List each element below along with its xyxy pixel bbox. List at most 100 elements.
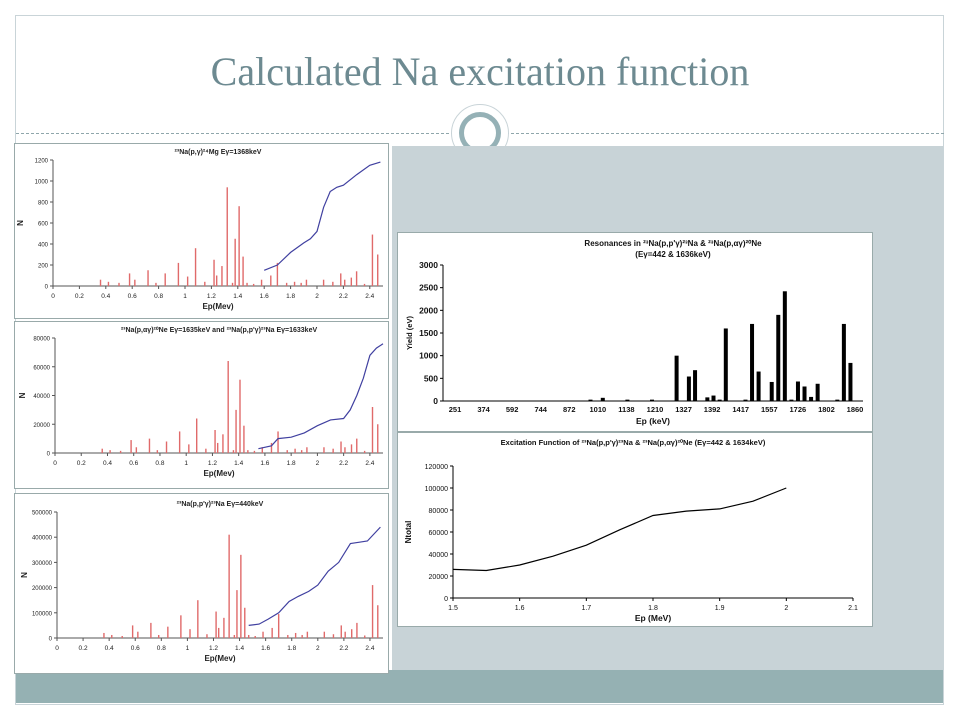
x-tick-label: 0.6 (129, 460, 138, 467)
y-tick-label: 1500 (419, 328, 438, 338)
bar (769, 381, 774, 401)
x-tick-label: 1417 (732, 405, 749, 414)
y-tick-label: 1200 (35, 159, 49, 165)
bar (711, 395, 716, 401)
chart-resonances: Resonances in ²³Na(p,p'γ)²³Na & ²³Na(p,α… (397, 232, 873, 432)
x-tick-label: 0.2 (77, 460, 86, 467)
x-axis-label: Ep(Mev) (202, 302, 233, 311)
y-tick-label: 40000 (429, 552, 449, 559)
x-tick-label: 1010 (590, 405, 607, 414)
x-tick-label: 1726 (790, 405, 807, 414)
y-tick-label: 120000 (425, 464, 448, 471)
bar (809, 396, 814, 401)
x-tick-label: 1802 (818, 405, 835, 414)
chart-na-ne-svg: ²³Na(p,αγ)²⁰Ne Eγ=1635keV and ²³Na(p,p'γ… (18, 326, 384, 478)
series-line (258, 343, 384, 450)
bar (789, 399, 794, 401)
x-tick-label: 0.8 (157, 645, 166, 652)
chart-title: Excitation Function of ²³Na(p,p'γ)²³Na &… (501, 438, 766, 447)
chart-resonances-svg: Resonances in ²³Na(p,p'γ)²³Na & ²³Na(p,α… (405, 239, 864, 426)
y-axis-label: N (20, 572, 29, 578)
bar (835, 399, 840, 401)
chart-title: ²³Na(p,p'γ)²³Na Eγ=440keV (177, 501, 264, 508)
bar (782, 291, 787, 401)
x-tick-label: 1.4 (234, 460, 243, 467)
x-tick-label: 0 (51, 293, 55, 300)
bar (686, 376, 691, 401)
y-tick-label: 400 (38, 243, 49, 249)
x-tick-label: 374 (477, 405, 490, 414)
y-tick-label: 60000 (33, 365, 50, 371)
x-tick-label: 0.2 (79, 645, 88, 652)
y-tick-label: 0 (45, 285, 49, 291)
y-tick-label: 80000 (429, 508, 449, 515)
x-tick-label: 0.8 (155, 460, 164, 467)
x-tick-label: 1.9 (715, 605, 725, 612)
chart-title: Resonances in ²³Na(p,p'γ)²³Na & ²³Na(p,α… (584, 239, 762, 248)
bar (743, 399, 748, 401)
x-tick-label: 2 (315, 293, 319, 300)
x-tick-label: 1.4 (235, 645, 244, 652)
x-axis-label: Ep (keV) (636, 416, 670, 426)
x-tick-label: 1.2 (207, 293, 216, 300)
bar (756, 371, 761, 401)
y-tick-label: 100000 (32, 611, 53, 617)
bar (795, 381, 800, 401)
x-tick-label: 2 (784, 605, 788, 612)
x-tick-label: 251 (449, 405, 462, 414)
bar (750, 323, 755, 401)
y-tick-label: 400000 (32, 536, 53, 542)
x-tick-label: 1.2 (209, 645, 218, 652)
y-tick-label: 80000 (33, 337, 50, 343)
x-tick-label: 592 (506, 405, 519, 414)
x-tick-label: 2.2 (339, 460, 348, 467)
x-tick-label: 1.5 (448, 605, 458, 612)
x-tick-label: 1.8 (287, 460, 296, 467)
x-tick-label: 744 (534, 405, 547, 414)
x-tick-label: 1 (183, 293, 187, 300)
x-tick-label: 0.4 (105, 645, 114, 652)
x-tick-label: 1392 (704, 405, 721, 414)
x-tick-label: 1.8 (287, 645, 296, 652)
y-tick-label: 600 (38, 222, 49, 228)
y-axis-label: Yield (eV) (405, 316, 414, 350)
x-tick-label: 2.2 (339, 645, 348, 652)
bar (693, 370, 698, 401)
bar (674, 355, 679, 401)
y-tick-label: 0 (444, 596, 448, 603)
y-tick-label: 2000 (419, 305, 438, 315)
x-tick-label: 1 (186, 645, 190, 652)
bar (815, 383, 820, 401)
y-tick-label: 500000 (32, 511, 53, 517)
y-tick-label: 60000 (429, 530, 449, 537)
x-tick-label: 1.6 (515, 605, 525, 612)
bar (625, 399, 630, 401)
x-tick-label: 0.4 (103, 460, 112, 467)
x-tick-label: 1.8 (286, 293, 295, 300)
y-tick-label: 20000 (429, 574, 449, 581)
y-tick-label: 500 (424, 373, 438, 383)
x-tick-label: 1138 (618, 405, 634, 414)
x-tick-label: 2.2 (339, 293, 348, 300)
chart-na-na: ²³Na(p,p'γ)²³Na Eγ=440keV 0 100000 200000 30… (14, 493, 389, 674)
y-tick-label: 1000 (419, 351, 438, 361)
x-tick-label: 1557 (761, 405, 778, 414)
x-tick-label: 1.6 (260, 293, 269, 300)
chart-subtitle: (Eγ=442 & 1636keV) (635, 250, 711, 259)
x-tick-label: 1210 (647, 405, 664, 414)
bar (776, 314, 781, 401)
x-tick-label: 0 (53, 460, 57, 467)
x-tick-label: 0 (55, 645, 59, 652)
slide-title: Calculated Na excitation function (210, 49, 750, 94)
series-line (248, 526, 381, 626)
footer-band (16, 670, 943, 703)
x-tick-label: 1860 (847, 405, 864, 414)
x-tick-label: 1.8 (648, 605, 658, 612)
x-tick-label: 0.4 (101, 293, 110, 300)
x-tick-label: 2 (316, 460, 320, 467)
x-axis-label: Ep (MeV) (635, 613, 672, 623)
bar (717, 399, 722, 401)
y-tick-label: 20000 (33, 423, 50, 429)
y-axis-label: Ntotal (404, 521, 413, 544)
bar (705, 397, 710, 401)
